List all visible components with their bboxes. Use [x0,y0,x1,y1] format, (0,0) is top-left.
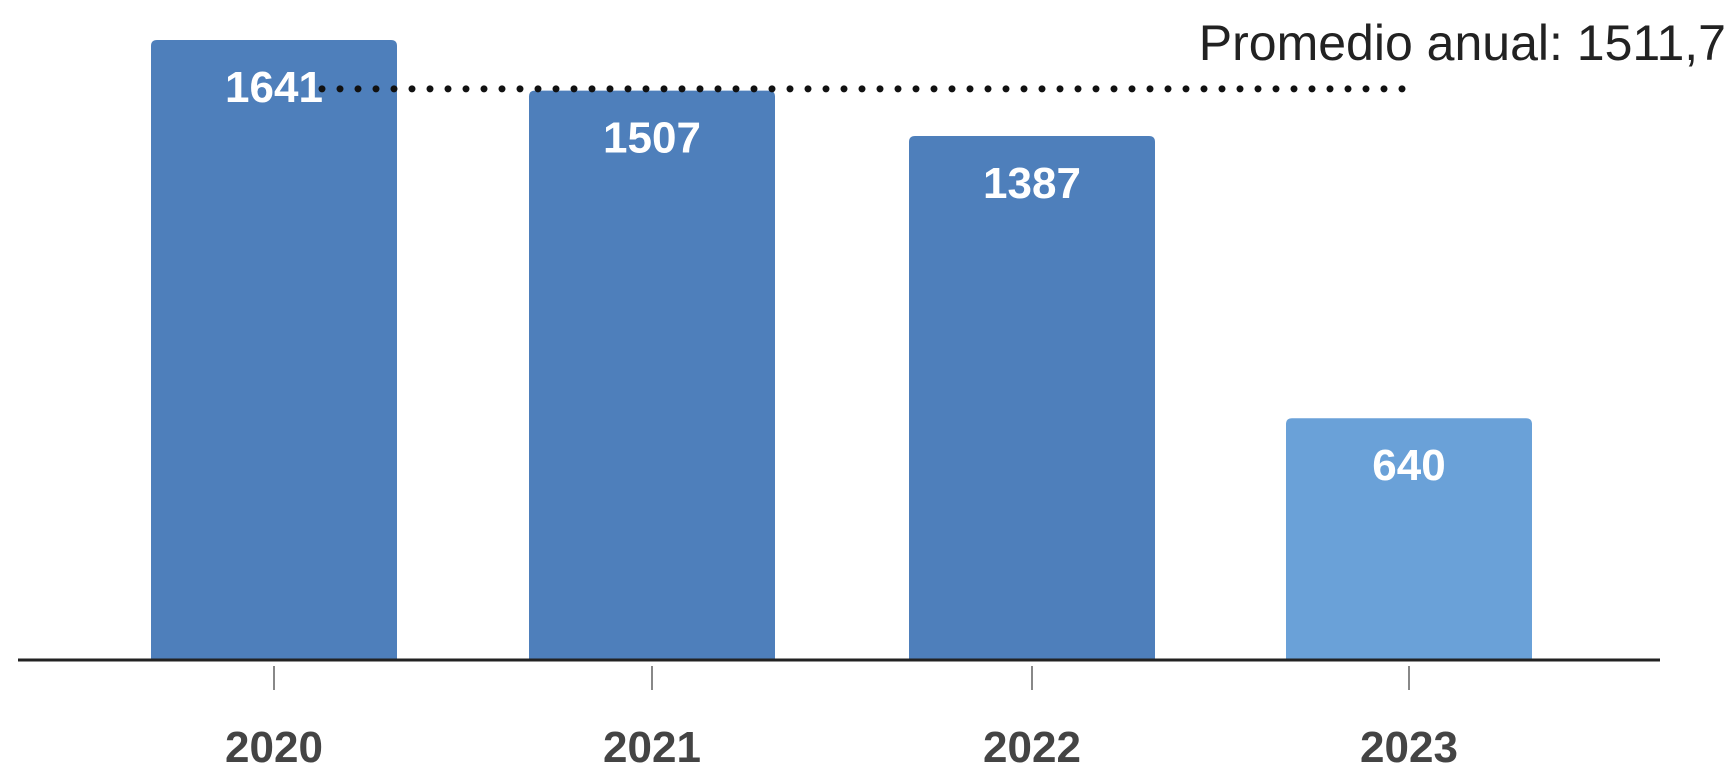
data-label-2023: 640 [1372,441,1445,490]
data-label-2020: 1641 [225,63,323,112]
x-tick-label-2022: 2022 [983,723,1081,772]
average-label: Promedio anual: 1511,7 [1199,15,1726,71]
bar-2021 [529,90,775,660]
average-line-layer: Promedio anual: 1511,7 [318,15,1726,93]
bar-2022 [909,135,1155,660]
data-label-2022: 1387 [983,159,1081,208]
bar-2020 [151,40,397,660]
data-label-2021: 1507 [603,114,701,163]
x-tick-label-2021: 2021 [603,723,701,772]
x-tick-label-2023: 2023 [1360,723,1458,772]
bars-layer: 1641 1507 1387 640 [151,40,1532,660]
x-tick-label-2020: 2020 [225,723,323,772]
x-axis-ticks: 2020 2021 2022 2023 [225,666,1458,772]
bar-2023 [1286,418,1532,660]
